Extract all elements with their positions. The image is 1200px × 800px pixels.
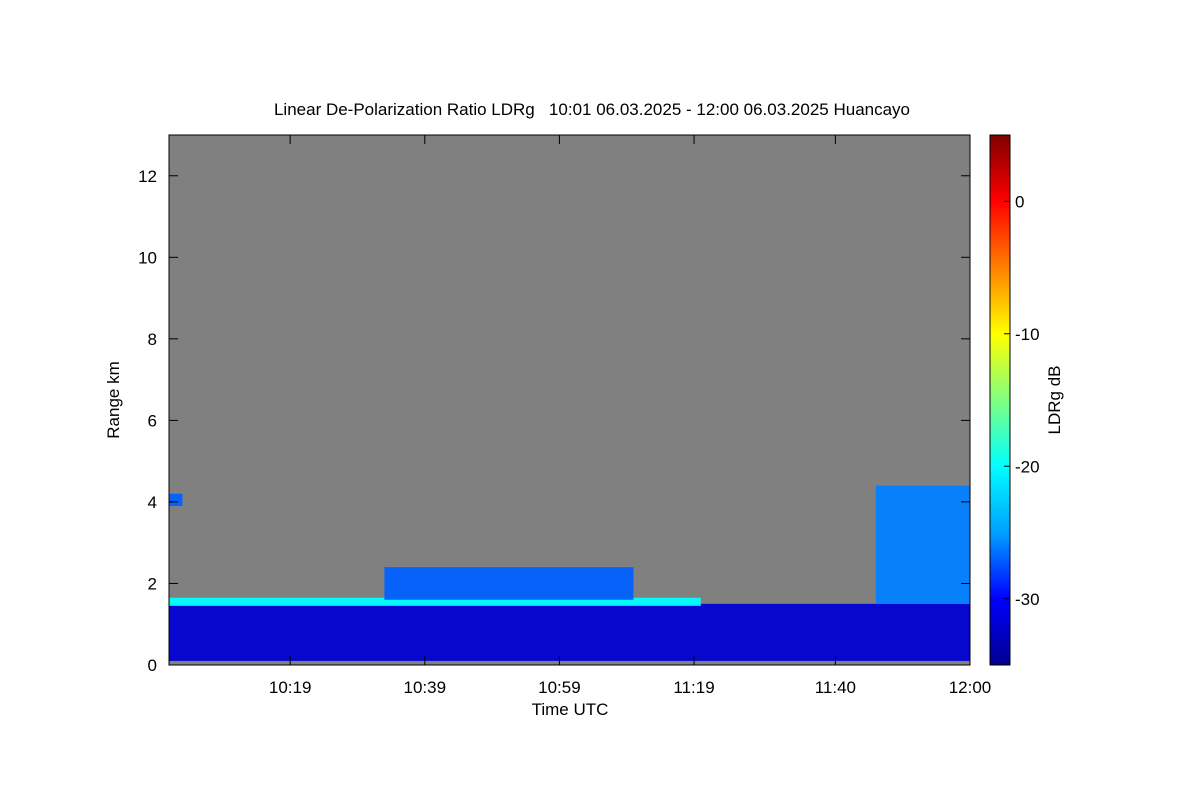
colorbar-ticks: 0 -10 -20 -30 [1004,192,1040,609]
y-tick-label: 6 [148,411,157,430]
isolated-echo [169,493,183,506]
y-tick-label: 8 [148,330,157,349]
heatmap-layers [169,485,970,661]
plot-frame [168,134,971,666]
x-tick-label: 10:19 [269,678,312,697]
colorbar-tick-label: -10 [1015,325,1040,344]
y-tick-label: 4 [148,493,157,512]
x-axis-label: Time UTC [532,700,609,719]
y-tick-label: 0 [148,656,157,675]
aerosol-plume-10:30 [384,567,634,600]
x-tick-label: 11:19 [673,678,714,697]
y-tick-label: 12 [138,167,157,186]
y-axis-label: Range km [104,361,123,438]
x-axis-ticks: 10:19 10:39 10:59 11:19 11:40 12:00 [269,135,991,697]
elevated-aerosol-11:50 [875,485,970,604]
x-tick-label: 10:39 [404,678,447,697]
colorbar-tick-label: 0 [1015,192,1024,211]
x-tick-label: 12:00 [949,678,992,697]
x-tick-label: 10:59 [538,678,581,697]
y-tick-label: 2 [148,574,157,593]
colorbar [989,134,1011,666]
depolarizing-band [169,597,701,606]
colorbar-label: LDRg dB [1045,366,1064,435]
colorbar-tick-label: -20 [1015,457,1040,476]
surface-layer [169,603,970,661]
y-tick-label: 10 [138,248,157,267]
chart-title: Linear De-Polarization Ratio LDRg 10:01 … [274,100,910,119]
x-tick-label: 11:40 [815,678,856,697]
y-axis-ticks: 0 2 4 6 8 10 12 [138,167,970,675]
colorbar-tick-label: -30 [1015,590,1040,609]
